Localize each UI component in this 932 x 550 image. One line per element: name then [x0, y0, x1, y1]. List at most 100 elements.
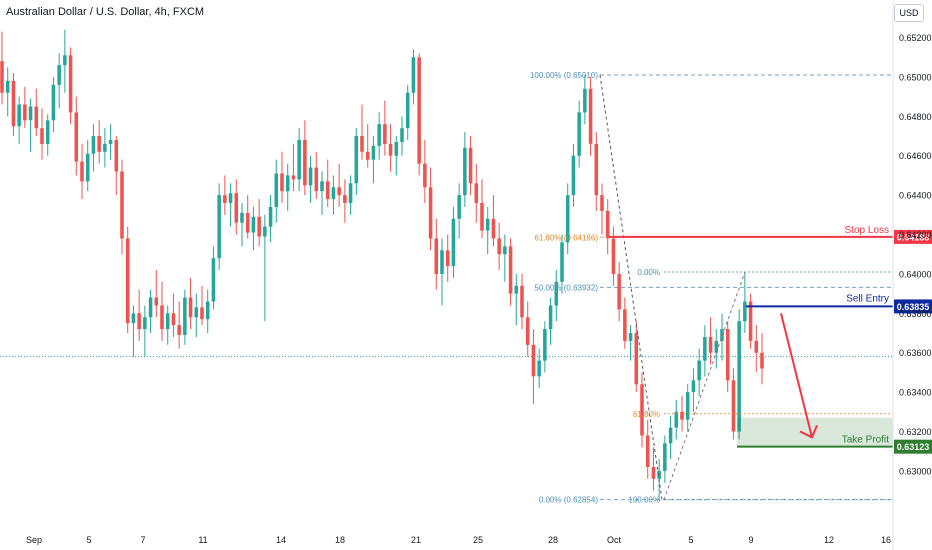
candle — [228, 183, 233, 227]
candle — [183, 289, 187, 345]
candle-body — [263, 226, 267, 237]
candle-body — [377, 124, 381, 146]
candle-body — [91, 136, 96, 154]
candle-body — [720, 329, 724, 341]
candle-body — [131, 313, 136, 324]
candle — [445, 234, 450, 282]
candle-body — [274, 173, 279, 207]
candle — [120, 159, 124, 255]
candle-body — [120, 171, 124, 239]
candle-body — [280, 173, 284, 192]
candle-body — [405, 92, 410, 129]
candle — [80, 143, 84, 200]
candle — [171, 293, 176, 337]
candle-body — [11, 80, 16, 127]
candle — [423, 139, 427, 204]
candle-body — [137, 313, 141, 330]
candle-body — [63, 55, 67, 66]
fib2-label-100: 100.00% — [628, 496, 660, 505]
candle-body — [651, 466, 656, 479]
candle — [760, 333, 764, 385]
candle-body — [645, 435, 650, 467]
candle — [291, 143, 296, 192]
candle — [85, 139, 90, 192]
candle-body — [685, 392, 690, 420]
candle — [588, 76, 593, 156]
candle-body — [703, 336, 707, 361]
candle — [720, 313, 724, 361]
time-tick-label: 28 — [548, 535, 558, 545]
price-tick-label: 0.64200 — [899, 230, 932, 240]
candle — [514, 273, 519, 326]
candle-body — [560, 242, 564, 282]
candle-body — [725, 329, 730, 381]
candle — [371, 136, 376, 184]
candle — [611, 226, 616, 286]
candle — [651, 447, 656, 491]
candle — [623, 297, 627, 349]
candle — [251, 206, 256, 251]
candle-body — [428, 187, 433, 239]
candle-body — [491, 218, 496, 239]
candle — [725, 321, 730, 393]
candle-body — [291, 175, 296, 180]
candle-body — [320, 181, 324, 192]
candle-body — [617, 273, 621, 310]
sell-entry-price-tag — [894, 299, 932, 314]
candle — [628, 325, 633, 361]
candle-body — [565, 195, 570, 243]
candle — [325, 159, 330, 207]
candle-body — [474, 183, 479, 204]
candle — [154, 269, 159, 318]
candle — [57, 53, 61, 109]
sell-entry-label: Sell Entry — [846, 293, 889, 304]
candle-body — [583, 88, 587, 113]
candle — [97, 120, 101, 164]
candle — [531, 329, 536, 404]
candle-body — [257, 216, 261, 237]
candle — [617, 262, 621, 322]
candle — [45, 114, 50, 156]
candle-body — [525, 317, 530, 345]
candle-body — [383, 124, 387, 144]
candle-body — [680, 411, 684, 420]
candle — [74, 96, 79, 176]
candle — [34, 88, 39, 137]
candle — [565, 183, 570, 255]
candle-body — [748, 301, 753, 341]
candle — [468, 136, 473, 196]
price-tick-label: 0.65200 — [899, 33, 932, 43]
candle — [605, 199, 610, 255]
candle — [365, 124, 370, 168]
candle-body — [0, 61, 4, 93]
candle-body — [245, 212, 250, 233]
candle-body — [394, 141, 399, 156]
candle — [754, 325, 759, 373]
candle-body — [451, 218, 456, 267]
candle — [5, 67, 10, 117]
price-tick-label: 0.63200 — [899, 427, 932, 437]
time-tick-label: 12 — [824, 535, 834, 545]
candle-body — [623, 309, 627, 341]
candle-body — [663, 443, 667, 471]
take-profit-price-tag — [894, 439, 932, 454]
candle — [440, 238, 444, 306]
candle-body — [731, 380, 736, 432]
candle-body — [160, 305, 164, 330]
candle-body — [194, 307, 199, 318]
chart-title: Australian Dollar / U.S. Dollar, 4h, FXC… — [6, 6, 205, 18]
candle-body — [34, 106, 39, 129]
arrow-head-icon — [799, 425, 818, 439]
candle-body — [28, 106, 33, 121]
candle — [394, 136, 399, 176]
candle-body — [668, 427, 673, 444]
candle-body — [177, 325, 181, 335]
candle — [360, 104, 364, 160]
candle — [708, 317, 713, 365]
candle-body — [754, 340, 759, 353]
currency-button[interactable]: USD — [894, 4, 924, 22]
candle-body — [508, 246, 513, 294]
candle — [314, 151, 319, 200]
candle-body — [588, 88, 593, 144]
